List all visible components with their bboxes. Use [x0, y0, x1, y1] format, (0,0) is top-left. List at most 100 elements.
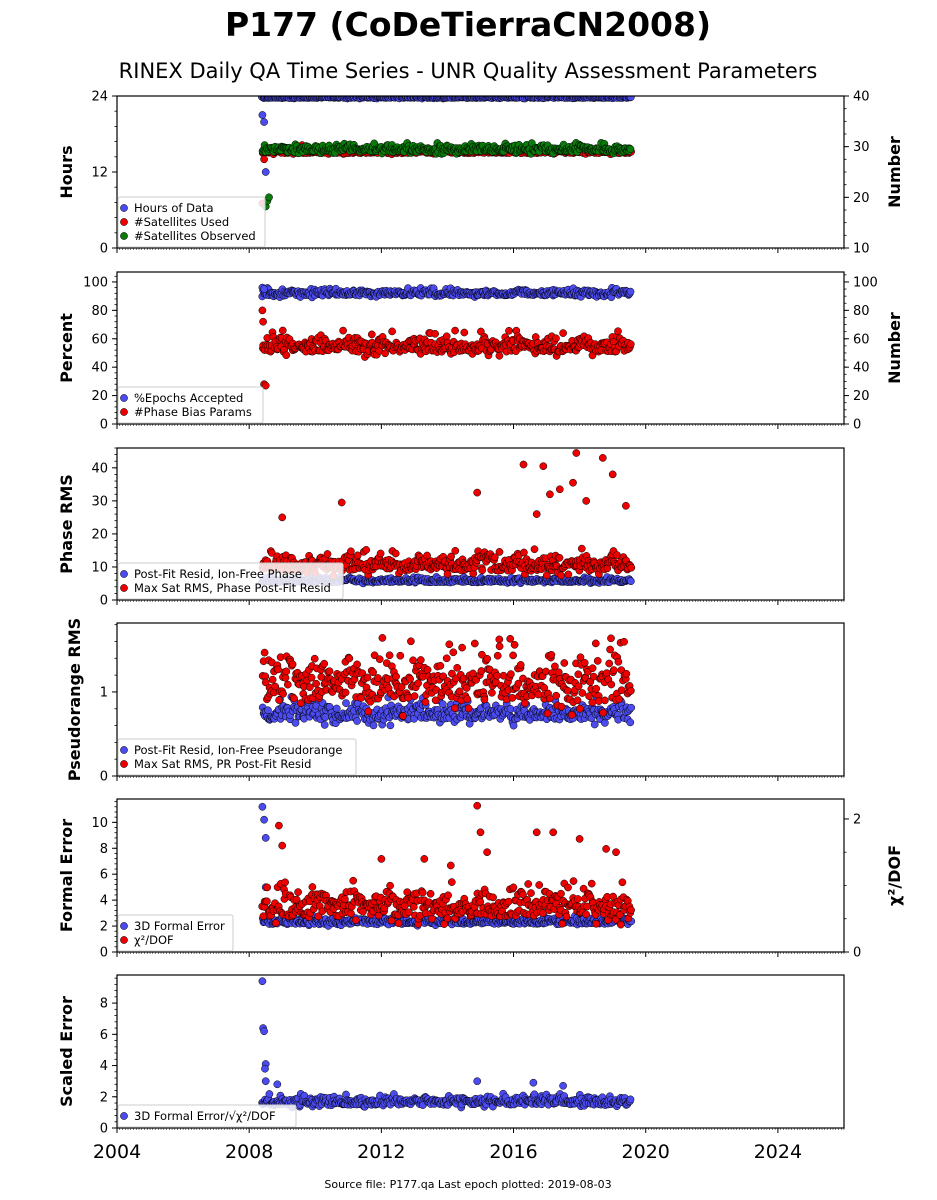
data-point [282, 667, 291, 676]
data-point [516, 661, 525, 669]
data-point [609, 666, 618, 674]
data-point [275, 821, 283, 830]
data-points [258, 634, 636, 730]
data-point [265, 193, 273, 202]
data-point [582, 910, 590, 919]
legend-entry: #Phase Bias Params [134, 405, 252, 419]
data-point [259, 317, 267, 326]
data-point [455, 687, 464, 696]
data-point [442, 332, 451, 341]
data-point [363, 673, 372, 682]
y-tick-label: 24 [91, 90, 108, 105]
data-point [369, 668, 377, 677]
y-tick-label: 12 [91, 166, 108, 181]
legend-marker [120, 394, 128, 402]
legend-entry: Post-Fit Resid, Ion-Free Phase [134, 567, 302, 581]
data-point [385, 651, 394, 660]
y-tick-label: 0 [100, 770, 108, 785]
y-tick-label: 0 [100, 242, 108, 257]
data-point [622, 501, 630, 510]
data-point [451, 546, 460, 555]
data-point [278, 326, 287, 335]
y-tick-label: 10 [91, 560, 108, 575]
data-points [258, 96, 635, 211]
data-point [260, 815, 268, 824]
data-points [258, 977, 635, 1112]
legend: %Epochs Accepted#Phase Bias Params [117, 386, 264, 424]
data-point [308, 883, 317, 891]
data-point [367, 330, 376, 339]
data-point [626, 96, 635, 102]
y-tick-label: 40 [91, 461, 108, 476]
data-point [615, 695, 623, 704]
data-point [353, 660, 361, 669]
data-point [558, 919, 567, 928]
data-point [576, 704, 584, 713]
data-point [378, 634, 387, 642]
data-point [510, 640, 519, 649]
legend-marker [120, 570, 128, 578]
data-point [524, 880, 533, 888]
data-point [464, 704, 473, 713]
data-point [493, 651, 502, 660]
data-point [626, 718, 635, 727]
data-point [271, 919, 280, 927]
legend-marker [120, 760, 128, 768]
data-point [263, 883, 272, 892]
y2-tick-label: 40 [853, 361, 870, 376]
data-point [504, 897, 513, 906]
data-point [294, 888, 302, 896]
data-point [495, 548, 504, 556]
data-point [470, 639, 479, 648]
y-tick-label: 0 [100, 418, 108, 433]
data-point [477, 667, 486, 675]
data-point [449, 648, 458, 657]
data-point [406, 675, 414, 683]
data-point [290, 694, 298, 703]
data-point [527, 889, 535, 897]
data-point [447, 878, 456, 886]
data-point [569, 478, 577, 487]
data-point [607, 680, 616, 689]
data-point [436, 661, 445, 670]
data-point [547, 650, 556, 659]
data-point [386, 881, 394, 890]
data-point [577, 544, 586, 553]
data-point [560, 659, 569, 667]
data-point [416, 656, 425, 664]
data-point [463, 695, 472, 704]
data-point [495, 635, 504, 644]
data-point [520, 548, 528, 557]
legend-marker [120, 936, 128, 944]
legend-entry: #Satellites Used [134, 215, 229, 229]
data-point [307, 673, 316, 682]
y-tick-label: 4 [100, 894, 108, 909]
data-point [546, 490, 554, 499]
y2-tick-label: 80 [853, 304, 870, 319]
y2-axis-label: χ²/DOF [885, 845, 904, 906]
data-point [261, 834, 270, 842]
data-point [339, 326, 347, 335]
y-tick-label: 30 [91, 494, 108, 509]
data-point [539, 462, 548, 471]
series-2 [258, 449, 636, 580]
data-point [478, 566, 487, 575]
data-point [578, 689, 587, 697]
data-point [588, 698, 597, 707]
series-1 [258, 96, 635, 176]
data-point [573, 696, 582, 705]
data-point [332, 704, 341, 713]
data-point [342, 699, 350, 707]
data-point [260, 285, 268, 293]
data-point [564, 883, 572, 892]
legend: Post-Fit Resid, Ion-Free PseudorangeMax … [117, 738, 357, 776]
data-point [407, 637, 415, 646]
legend-entry: χ²/DOF [134, 933, 174, 947]
data-point [552, 334, 560, 343]
data-point [620, 637, 628, 646]
series-1 [258, 977, 635, 1112]
